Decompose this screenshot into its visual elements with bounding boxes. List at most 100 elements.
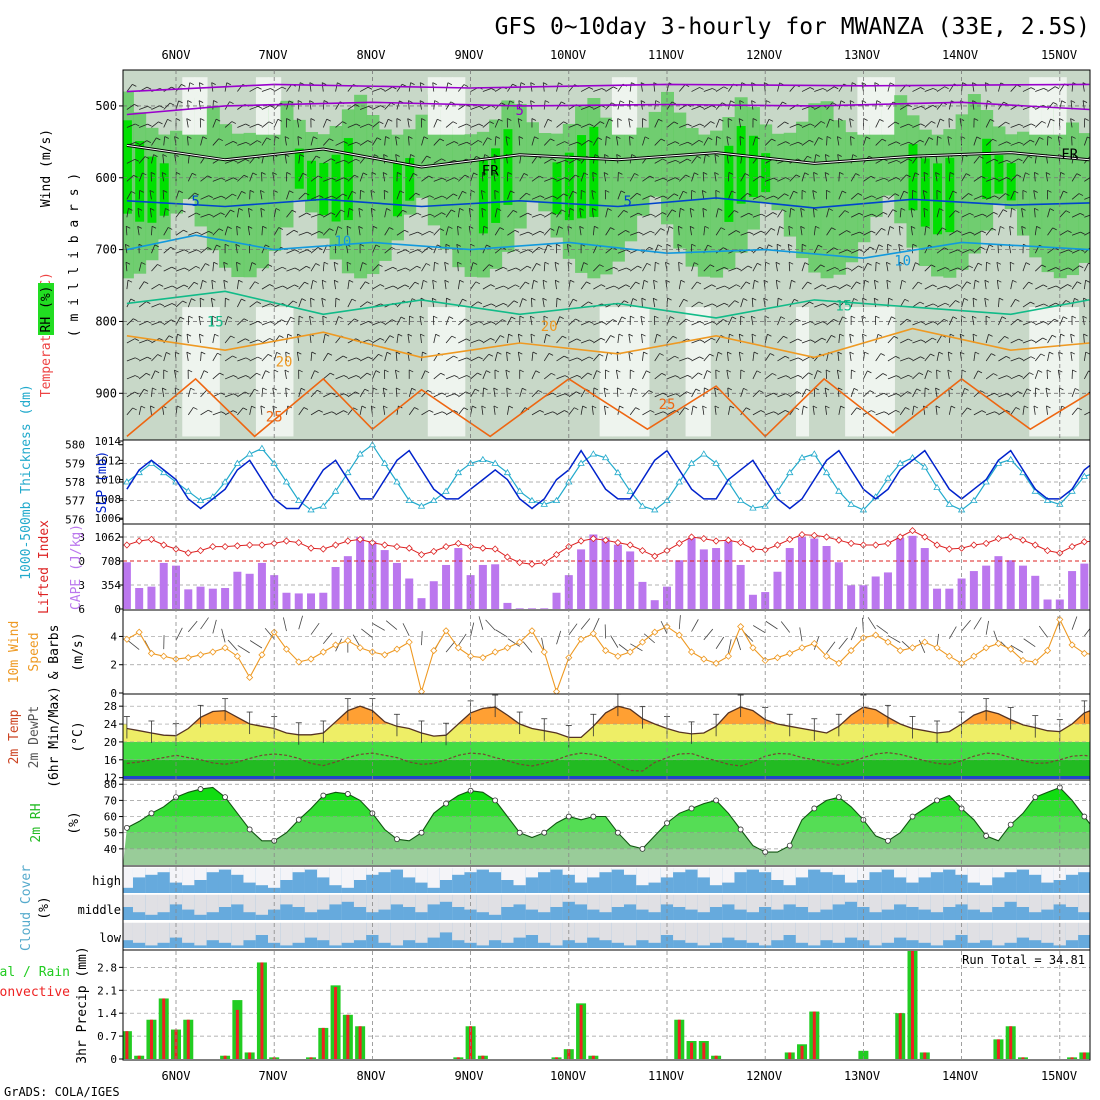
wind-barb bbox=[433, 195, 443, 200]
cloud-cells bbox=[123, 866, 1090, 948]
wind-barb-flag bbox=[162, 154, 167, 157]
wind-barb-flag bbox=[427, 389, 432, 393]
wind-barb-flag bbox=[794, 298, 799, 302]
wind-barb bbox=[370, 208, 373, 218]
wind-barb-flag bbox=[662, 177, 668, 181]
wind-barb bbox=[409, 212, 418, 218]
wind-barb bbox=[580, 301, 589, 308]
precip-conv-bar bbox=[321, 1027, 325, 1059]
wind-barb-flag bbox=[1095, 280, 1099, 282]
wind-barb bbox=[728, 267, 737, 272]
wind-barb-flag bbox=[407, 351, 412, 355]
wind-barb bbox=[298, 388, 302, 397]
wind-barb bbox=[873, 298, 877, 308]
wind10-marker bbox=[147, 649, 156, 657]
wind-barb bbox=[998, 336, 1005, 344]
wind-barb bbox=[863, 370, 868, 380]
wind-barb-flag bbox=[849, 118, 854, 121]
wind-barb bbox=[1010, 123, 1020, 128]
wind-barb bbox=[801, 356, 811, 362]
wind-barb-flag bbox=[321, 297, 326, 301]
wind-barb-flag bbox=[948, 118, 954, 121]
cloud-cell-clear bbox=[390, 867, 404, 870]
cape-bar bbox=[601, 537, 610, 609]
wind-barb-flag bbox=[834, 285, 840, 289]
cape-bar bbox=[552, 592, 561, 609]
wind-barb-flag bbox=[726, 369, 732, 373]
cloud-cell-clear bbox=[378, 922, 391, 943]
wind-barb bbox=[212, 372, 220, 380]
wind-barb-flag bbox=[812, 405, 818, 409]
wind-barb bbox=[973, 370, 979, 380]
wind-barb bbox=[163, 266, 172, 272]
wind-barb bbox=[273, 208, 277, 218]
wind-barb-flag bbox=[435, 333, 440, 337]
wind-barb-flag bbox=[564, 159, 570, 163]
wind-barb-flag bbox=[1054, 318, 1059, 322]
wind-barb-flag bbox=[908, 357, 913, 361]
cloud-cell-clear bbox=[194, 894, 207, 915]
wind-barb-flag bbox=[955, 210, 960, 213]
wind-barb bbox=[836, 369, 840, 380]
lifted-index-marker bbox=[626, 541, 634, 549]
cloud-cell bbox=[550, 867, 563, 893]
wind-barb bbox=[396, 210, 403, 218]
wind-barb-flag bbox=[391, 319, 397, 323]
wind-barb-flag bbox=[881, 227, 886, 231]
wind-barb-flag bbox=[1055, 267, 1060, 270]
cloud-cell-clear bbox=[599, 894, 612, 913]
thickness-marker bbox=[258, 444, 266, 451]
thickness-marker bbox=[430, 496, 438, 504]
cloud-cell bbox=[1078, 867, 1090, 893]
axis-tick-label: 1010 bbox=[95, 474, 122, 487]
wind-barb bbox=[887, 375, 897, 380]
axis-tick-label: 0 bbox=[78, 555, 85, 568]
wind-barb-flag bbox=[457, 225, 462, 229]
wind-barb-flag bbox=[361, 405, 367, 409]
wind-barb-flag bbox=[1036, 225, 1041, 229]
pressure-tick-label: 600 bbox=[95, 171, 117, 185]
wind-barb bbox=[187, 298, 192, 308]
wind-barb-flag bbox=[936, 189, 942, 193]
wind-barb-flag bbox=[727, 351, 732, 355]
wind-barb bbox=[126, 84, 133, 92]
wind-barb-flag bbox=[462, 298, 467, 302]
wind-barb bbox=[321, 280, 324, 290]
wind-barb bbox=[777, 193, 785, 200]
wind-barb-flag bbox=[466, 357, 471, 361]
wind-barb bbox=[593, 284, 602, 290]
wind-barb bbox=[1010, 374, 1020, 380]
wind-barb bbox=[347, 174, 355, 182]
cloud-cell-clear bbox=[636, 922, 649, 941]
wind-barb-flag bbox=[1093, 214, 1097, 216]
wind-barb-flag bbox=[583, 262, 588, 265]
wind-barb bbox=[139, 123, 148, 128]
cloud-cell-clear bbox=[1078, 922, 1090, 935]
wind10-barb bbox=[610, 635, 619, 648]
cloud-panel: high middle low Cloud Cover (%) bbox=[19, 865, 1091, 951]
wind-barb-flag bbox=[1031, 339, 1036, 343]
cloud-cell-clear bbox=[538, 894, 551, 913]
wind-barb bbox=[433, 138, 441, 146]
wind-barb-flag bbox=[950, 405, 956, 409]
wind-barb bbox=[470, 388, 476, 398]
wind-barb-flag bbox=[699, 87, 704, 90]
wind-barb bbox=[151, 370, 156, 380]
wind-barb bbox=[751, 298, 754, 308]
wind-barb-flag bbox=[329, 228, 334, 232]
cloud-cell-clear bbox=[906, 894, 919, 907]
wind-barb-flag bbox=[313, 136, 318, 140]
wind-barb-flag bbox=[231, 121, 237, 124]
cloud-cell-clear bbox=[268, 894, 281, 910]
thickness-marker bbox=[442, 487, 450, 494]
wind-barb-flag bbox=[597, 137, 603, 140]
wind-barb-flag bbox=[368, 321, 373, 324]
wind-barb bbox=[187, 407, 194, 416]
cloud-cell-clear bbox=[832, 922, 846, 943]
date-label-top: 9NOV bbox=[455, 48, 484, 62]
wind10-marker bbox=[184, 654, 192, 662]
precip-conv-bar bbox=[1021, 1057, 1025, 1059]
wind-barb-flag bbox=[613, 266, 618, 270]
wind-barb-flag bbox=[202, 136, 207, 140]
wind-barb bbox=[531, 247, 540, 254]
